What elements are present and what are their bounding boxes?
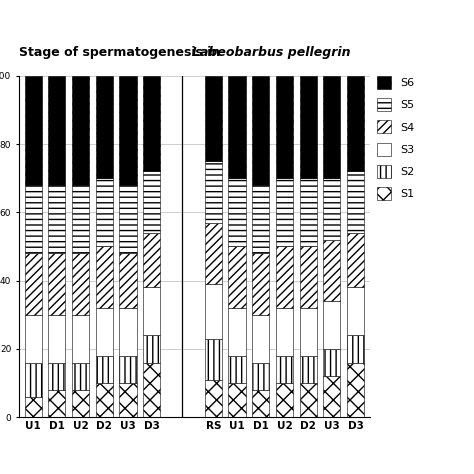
Bar xyxy=(347,76,364,172)
Bar xyxy=(119,308,137,356)
Bar xyxy=(143,172,160,233)
Bar xyxy=(347,233,364,287)
Bar xyxy=(252,315,269,363)
Text: Stage of spermatogenesis in: Stage of spermatogenesis in xyxy=(19,46,225,59)
Bar xyxy=(205,76,222,161)
Bar xyxy=(119,76,137,185)
Bar xyxy=(48,363,65,390)
Bar xyxy=(25,253,42,315)
Bar xyxy=(252,185,269,253)
Bar xyxy=(323,178,340,240)
Bar xyxy=(48,315,65,363)
Bar xyxy=(48,76,65,185)
Bar xyxy=(25,315,42,363)
Bar xyxy=(228,356,246,383)
Bar xyxy=(119,356,137,383)
Bar xyxy=(48,185,65,253)
Bar xyxy=(96,178,113,246)
Bar xyxy=(228,76,246,178)
Bar xyxy=(205,161,222,223)
Bar xyxy=(252,363,269,390)
Bar xyxy=(347,363,364,417)
Bar xyxy=(228,178,246,246)
Text: Labeobarbus pellegrin: Labeobarbus pellegrin xyxy=(192,46,350,59)
Bar xyxy=(72,363,89,390)
Bar xyxy=(300,76,317,178)
Bar xyxy=(48,253,65,315)
Bar xyxy=(143,363,160,417)
Bar xyxy=(72,390,89,417)
Bar xyxy=(72,315,89,363)
Bar xyxy=(276,246,293,308)
Bar xyxy=(119,253,137,308)
Bar xyxy=(205,338,222,380)
Bar xyxy=(205,380,222,417)
Bar xyxy=(143,335,160,363)
Legend: S6, S5, S4, S3, S2, S1: S6, S5, S4, S3, S2, S1 xyxy=(377,76,414,200)
Bar xyxy=(300,383,317,417)
Bar xyxy=(300,308,317,356)
Bar xyxy=(48,390,65,417)
Bar xyxy=(96,308,113,356)
Bar xyxy=(25,363,42,397)
Bar xyxy=(25,76,42,185)
Bar xyxy=(143,76,160,172)
Bar xyxy=(143,287,160,335)
Bar xyxy=(228,383,246,417)
Bar xyxy=(72,185,89,253)
Bar xyxy=(347,172,364,233)
Bar xyxy=(300,356,317,383)
Bar xyxy=(25,185,42,253)
Bar xyxy=(25,397,42,417)
Bar xyxy=(323,376,340,417)
Bar xyxy=(300,246,317,308)
Bar xyxy=(323,76,340,178)
Bar xyxy=(96,246,113,308)
Bar xyxy=(228,246,246,308)
Bar xyxy=(323,349,340,376)
Bar xyxy=(276,308,293,356)
Bar xyxy=(252,253,269,315)
Bar xyxy=(228,308,246,356)
Bar xyxy=(205,223,222,284)
Bar xyxy=(252,76,269,185)
Bar xyxy=(96,383,113,417)
Bar xyxy=(96,76,113,178)
Bar xyxy=(72,253,89,315)
Bar xyxy=(276,178,293,246)
Bar xyxy=(276,383,293,417)
Bar xyxy=(143,233,160,287)
Bar xyxy=(119,383,137,417)
Bar xyxy=(347,287,364,335)
Bar xyxy=(72,76,89,185)
Bar xyxy=(276,76,293,178)
Bar xyxy=(119,185,137,253)
Bar xyxy=(300,178,317,246)
Bar xyxy=(252,390,269,417)
Bar xyxy=(96,356,113,383)
Bar xyxy=(205,284,222,338)
Bar xyxy=(276,356,293,383)
Bar xyxy=(323,301,340,349)
Bar xyxy=(347,335,364,363)
Bar xyxy=(323,240,340,301)
